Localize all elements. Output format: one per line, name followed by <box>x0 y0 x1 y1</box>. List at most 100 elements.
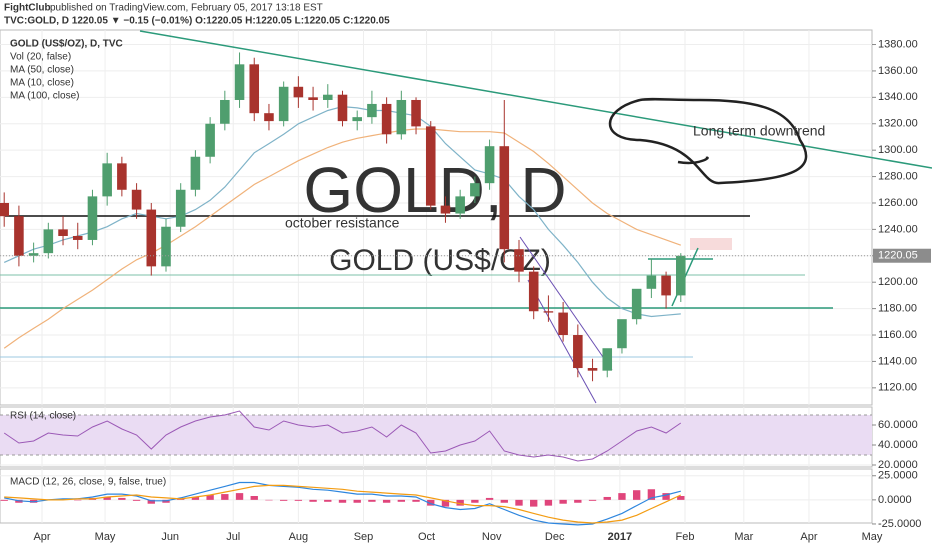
y-tick-label: 1380.00 <box>878 38 918 50</box>
y-tick-label: -25.0000 <box>878 518 921 530</box>
y-tick-label: 20.0000 <box>878 459 918 471</box>
x-tick-label: Mar <box>734 531 753 543</box>
histogram-bar <box>309 499 317 502</box>
candle-body <box>102 163 112 197</box>
histogram-bar <box>74 499 82 501</box>
downtrend-line <box>139 30 932 169</box>
candle-body <box>308 97 318 100</box>
price-tag <box>873 248 931 263</box>
histogram-bar <box>500 499 508 503</box>
candle-body <box>220 99 230 124</box>
y-tick-label: 1240.00 <box>878 223 918 235</box>
y-tick-label: 1200.00 <box>878 276 918 288</box>
published: published on TradingView.com, February 0… <box>50 3 323 14</box>
y-tick-label: 0.0000 <box>878 494 912 506</box>
legend-entry: MA (10, close) <box>10 78 74 89</box>
candle-body <box>87 196 98 240</box>
y-tick-label: 1360.00 <box>878 65 918 77</box>
candle-body <box>278 86 289 122</box>
candle-body <box>470 183 480 197</box>
y-tick-label: 1120.00 <box>878 382 917 394</box>
y-tick-label: 40.0000 <box>878 439 918 451</box>
legend-entry: GOLD (US$/OZ), D, TVC <box>10 39 123 50</box>
y-tick-label: 60.0000 <box>878 419 918 431</box>
candle-body <box>587 368 598 371</box>
y-tick-label: 1340.00 <box>878 91 918 103</box>
quote: TVC:GOLD, D 1220.05 ▼ −0.15 (−0.01%) O:1… <box>4 16 390 27</box>
histogram-bar <box>515 499 523 506</box>
candle-body <box>396 99 407 135</box>
histogram-bar <box>353 499 361 503</box>
y-tick-label: 25.0000 <box>878 470 918 482</box>
histogram-bar <box>441 499 450 507</box>
candle-body <box>323 94 333 100</box>
x-tick-label: Apr <box>800 531 817 543</box>
candle-body <box>602 348 613 371</box>
candle-body <box>0 202 9 217</box>
candle-body <box>58 229 68 236</box>
candle-body <box>528 271 539 312</box>
candle-body <box>411 99 421 127</box>
candle-body <box>190 156 201 190</box>
legend-entry: Vol (20, false) <box>10 52 71 63</box>
histogram-bar <box>294 499 303 501</box>
x-tick-label: Nov <box>482 531 502 543</box>
histogram-bar <box>368 499 376 502</box>
x-tick-label: Jun <box>161 531 179 543</box>
moving-average <box>3 128 682 349</box>
candle-body <box>381 103 392 135</box>
histogram-bar <box>265 499 273 501</box>
legend-entry: MA (100, close) <box>10 91 79 102</box>
candle-body <box>293 86 304 98</box>
watermark-sub: GOLD (US$/OZ) <box>329 244 551 277</box>
y-tick-label: 1320.00 <box>878 118 918 130</box>
candle-body <box>484 146 495 184</box>
legend-entry: MA (50, close) <box>10 65 74 76</box>
histogram-bar <box>206 495 214 500</box>
candle-body <box>558 312 568 336</box>
histogram-bar <box>147 499 155 504</box>
candle-body <box>440 205 451 214</box>
candle-body <box>234 64 245 100</box>
histogram-bar <box>427 499 435 506</box>
histogram-bar <box>235 493 244 500</box>
author: FightClub <box>4 3 51 14</box>
histogram-bar <box>603 496 611 500</box>
candle-body <box>117 163 127 190</box>
histogram-bar <box>588 499 597 501</box>
x-tick-label: Dec <box>545 531 565 543</box>
macd-line <box>4 481 681 526</box>
annotation: Long term downtrend <box>693 123 825 139</box>
histogram-bar <box>250 496 258 500</box>
x-tick-label: 2017 <box>608 531 632 543</box>
candle-body <box>499 146 510 250</box>
pane-frame <box>0 468 873 524</box>
x-tick-label: Aug <box>289 531 309 543</box>
pane-title: RSI (14, close) <box>10 411 76 422</box>
histogram-bar <box>544 499 553 506</box>
candle-body <box>146 209 157 267</box>
histogram-bar <box>662 493 670 500</box>
histogram-bar <box>530 499 538 507</box>
candle-body <box>161 226 171 267</box>
x-tick-label: May <box>95 531 116 543</box>
candle-body <box>573 335 583 369</box>
y-tick-label: 1180.00 <box>878 303 917 315</box>
pane-title: MACD (12, 26, close, 9, false, true) <box>10 477 166 488</box>
histogram-bar <box>0 499 8 501</box>
histogram-bar <box>279 499 288 501</box>
candle-body <box>455 196 465 214</box>
x-tick-label: Jul <box>226 531 240 543</box>
histogram-bar <box>647 489 656 500</box>
candle-body <box>367 103 377 118</box>
histogram-bar <box>471 499 479 503</box>
candle-body <box>131 189 142 210</box>
y-tick-label: 1260.00 <box>878 197 918 209</box>
candle-body <box>617 319 627 349</box>
candle-body <box>352 117 362 122</box>
histogram-bar <box>485 497 494 500</box>
candle-body <box>175 189 186 227</box>
histogram-bar <box>456 499 464 506</box>
rsi-band <box>0 415 872 455</box>
